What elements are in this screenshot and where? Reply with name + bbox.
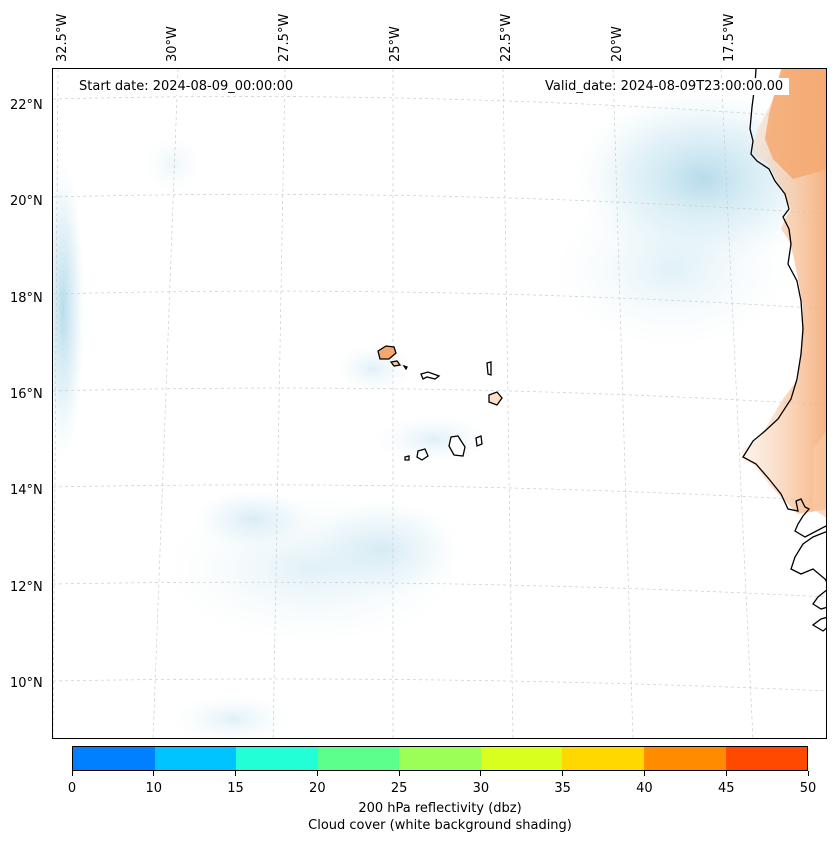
colorbar-tick-mark [643, 771, 645, 776]
colorbar-segment-8 [725, 747, 808, 770]
island-santa-luzia [402, 364, 408, 371]
island-sal [486, 361, 492, 376]
colorbar-tick-label: 30 [472, 781, 490, 796]
lat-label-20n: 20°N [10, 194, 43, 209]
lon-label-32-5w: 32.5°W [55, 13, 70, 62]
colorbar-tick-label: 40 [636, 781, 653, 796]
colorbar-tick-label: 35 [554, 781, 571, 796]
lat-label-22n: 22°N [10, 98, 43, 113]
island-sao-vicente [389, 360, 402, 367]
lon-label-30w: 30°W [165, 26, 180, 62]
island-fogo [416, 448, 429, 461]
colorbar-segment-6 [562, 747, 644, 770]
colorbar-tick-mark [480, 771, 482, 776]
lat-label-12n: 12°N [10, 580, 43, 595]
lon-label-27-5w: 27.5°W [277, 13, 292, 62]
lat-label-16n: 16°N [10, 387, 43, 402]
island-sao-nicolau [420, 371, 441, 380]
colorbar-segment-2 [236, 747, 318, 770]
colorbar-segment-4 [399, 747, 481, 770]
island-brava [404, 455, 410, 461]
cloud-cover-shading [53, 89, 826, 738]
colorbar-tick-label: 50 [799, 781, 817, 796]
colorbar-tick-label: 45 [717, 781, 735, 796]
cape-verde-islands [377, 345, 503, 461]
colorbar-tick-mark [316, 771, 318, 776]
colorbar-tick-mark [71, 771, 73, 776]
colorbar-segment-1 [154, 747, 237, 770]
start-date-label: Start date: 2024-08-09_00:00:00 [73, 78, 300, 95]
colorbar-tick-label: 20 [309, 781, 326, 796]
island-santiago [448, 435, 466, 457]
colorbar-tick-mark [725, 771, 727, 776]
colorbar-segment-3 [317, 747, 400, 770]
colorbar-tick-mark [562, 771, 564, 776]
lon-label-25w: 25°W [388, 26, 403, 62]
island-boa-vista [488, 391, 503, 406]
colorbar-sublabel: Cloud cover (white background shading) [308, 818, 572, 833]
lat-label-14n: 14°N [10, 483, 43, 498]
colorbar-tick-label: 0 [67, 781, 77, 796]
colorbar-tick-mark [235, 771, 237, 776]
island-maio [475, 435, 483, 447]
colorbar-segment-0 [73, 747, 155, 770]
colorbar-segment-5 [480, 747, 563, 770]
africa-land [741, 69, 826, 518]
map-canvas [53, 69, 826, 738]
island-santo-antao [377, 345, 397, 360]
colorbar-label: 200 hPa reflectivity (dbz) [358, 801, 522, 816]
lon-label-17-5w: 17.5°W [722, 13, 737, 62]
lat-label-18n: 18°N [10, 291, 43, 306]
colorbar-tick-label: 25 [390, 781, 408, 796]
colorbar-tick-mark [398, 771, 400, 776]
colorbar-segment-7 [643, 747, 726, 770]
lon-label-20w: 20°W [610, 26, 625, 62]
colorbar-tick-label: 15 [227, 781, 244, 796]
map-panel [52, 68, 827, 739]
valid-date-label: Valid_date: 2024-08-09T23:00:00.00 [539, 78, 790, 95]
colorbar-tick-label: 10 [145, 781, 163, 796]
colorbar [72, 746, 808, 771]
coastline [742, 69, 826, 632]
map-gridlines [53, 69, 826, 738]
colorbar-tick-mark [153, 771, 155, 776]
lon-label-22-5w: 22.5°W [499, 13, 514, 62]
colorbar-tick-mark [807, 771, 809, 776]
lat-label-10n: 10°N [10, 676, 43, 691]
